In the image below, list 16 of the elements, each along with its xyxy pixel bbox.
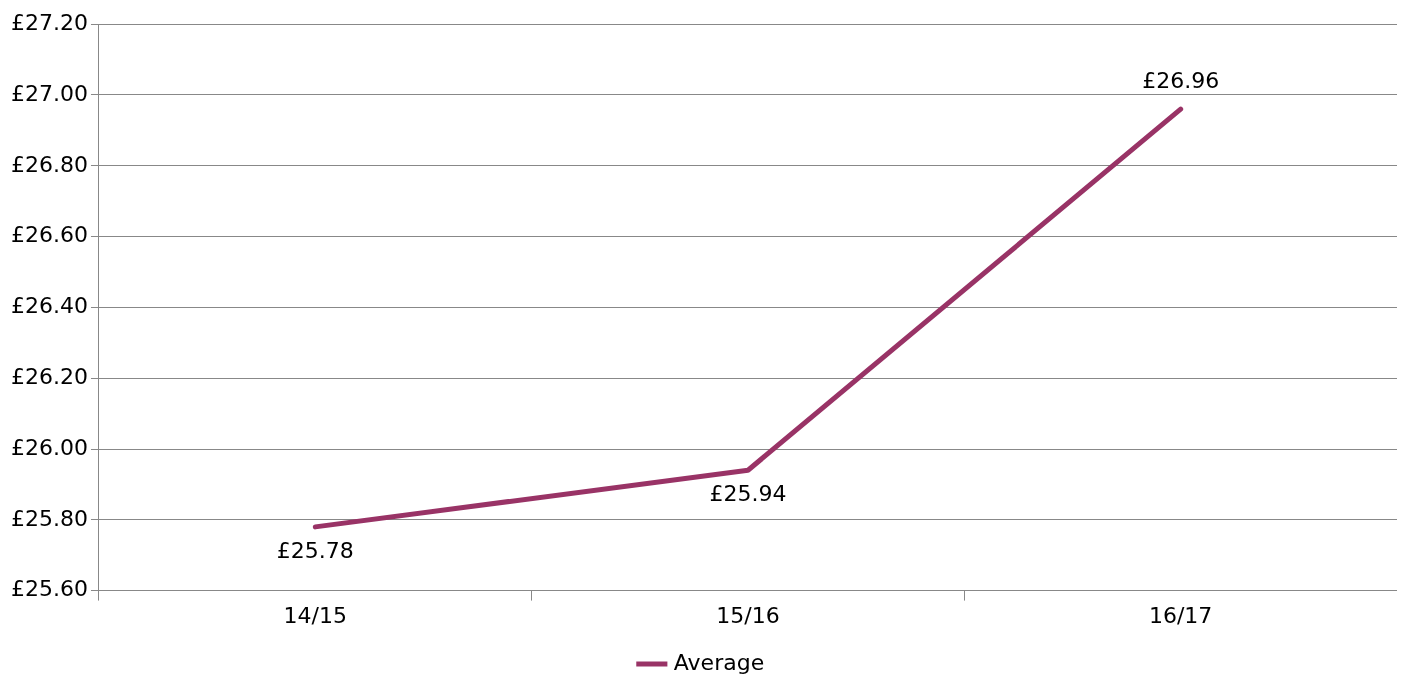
legend-label: Average: [673, 649, 765, 675]
x-tick-label: 15/16: [716, 602, 780, 628]
y-tick-label: £25.60: [10, 576, 88, 602]
data-label: £26.96: [1142, 67, 1220, 93]
y-tick-label: £25.80: [10, 505, 88, 531]
y-tick-label: £26.20: [10, 363, 88, 389]
x-tick-label: 16/17: [1148, 602, 1213, 628]
y-tick-label: £27.20: [10, 9, 88, 35]
y-tick-label: £26.40: [10, 293, 88, 319]
x-tick-label: 14/15: [283, 602, 348, 628]
y-tick-label: £26.60: [10, 222, 88, 248]
y-tick-label: £27.00: [10, 80, 88, 106]
y-tick-label: £26.00: [10, 434, 88, 460]
y-tick-label: £26.80: [10, 151, 88, 177]
data-label: £25.78: [276, 537, 354, 563]
data-label: £25.94: [709, 480, 787, 506]
